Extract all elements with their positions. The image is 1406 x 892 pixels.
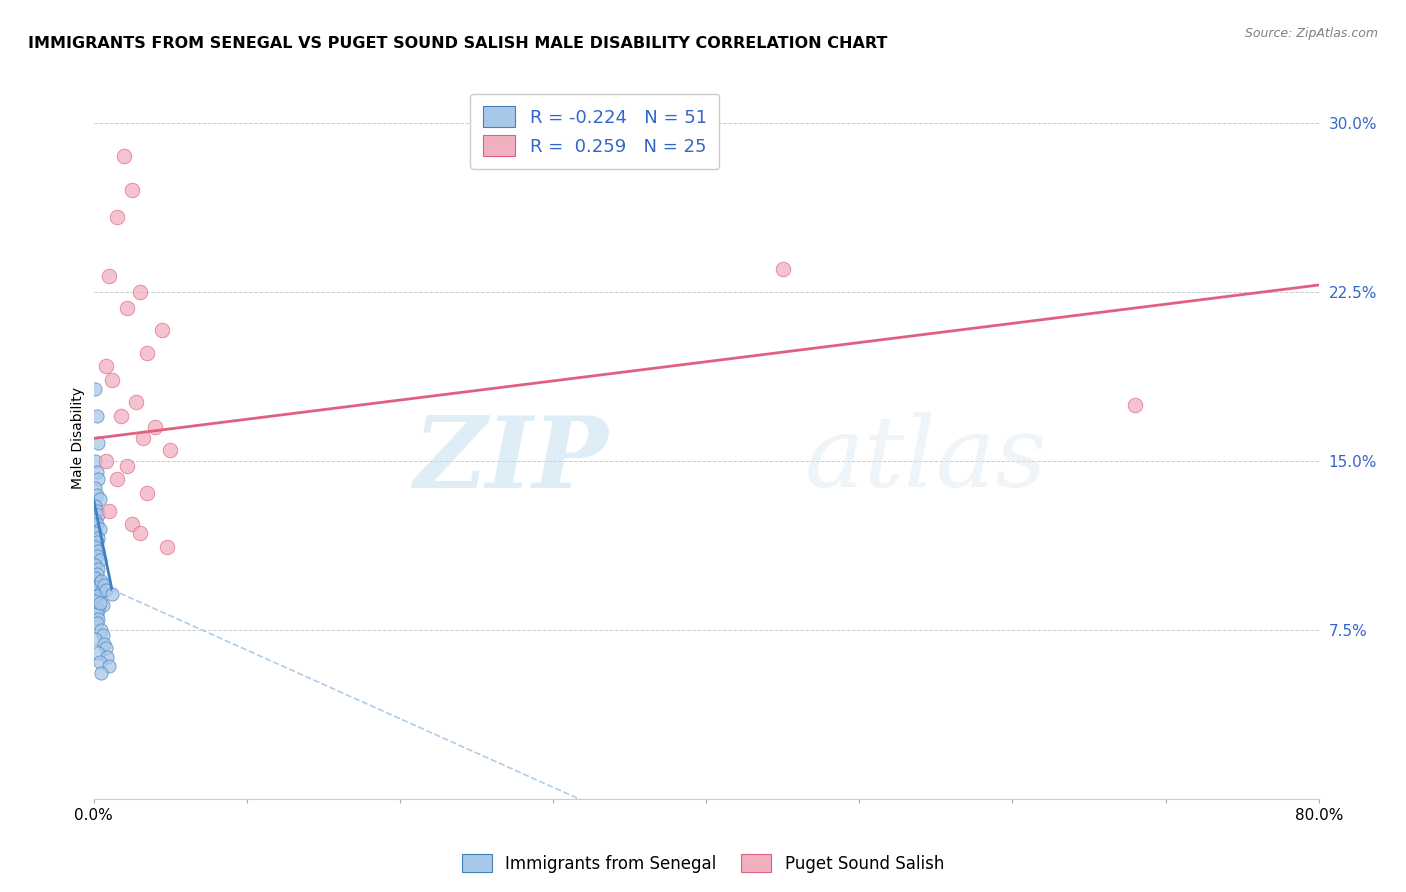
- Point: [86, 616, 108, 631]
- Point: [84, 526, 107, 541]
- Point: [87, 508, 110, 523]
- Point: [121, 517, 143, 532]
- Point: [87, 603, 110, 617]
- Point: [84, 594, 107, 608]
- Point: [89, 553, 111, 567]
- Point: [87, 562, 110, 576]
- Point: [86, 517, 108, 532]
- Point: [94, 454, 117, 468]
- Point: [86, 535, 108, 549]
- Point: [1123, 398, 1146, 412]
- Point: [87, 531, 110, 545]
- Point: [156, 540, 179, 554]
- Point: [128, 285, 150, 299]
- Point: [89, 575, 111, 590]
- Point: [86, 488, 108, 502]
- Point: [87, 646, 110, 660]
- Point: [110, 409, 132, 423]
- Point: [97, 659, 120, 673]
- Point: [136, 345, 159, 359]
- Legend: R = -0.224   N = 51, R =  0.259   N = 25: R = -0.224 N = 51, R = 0.259 N = 25: [470, 94, 720, 169]
- Point: [91, 599, 114, 613]
- Text: Source: ZipAtlas.com: Source: ZipAtlas.com: [1244, 27, 1378, 40]
- Point: [87, 612, 110, 626]
- Point: [89, 655, 111, 669]
- Point: [87, 472, 110, 486]
- Point: [131, 432, 153, 446]
- Point: [101, 587, 124, 601]
- Point: [90, 666, 112, 681]
- Legend: Immigrants from Senegal, Puget Sound Salish: Immigrants from Senegal, Puget Sound Sal…: [456, 847, 950, 880]
- Point: [112, 149, 135, 163]
- Point: [128, 526, 150, 541]
- Point: [96, 650, 118, 665]
- Point: [91, 628, 114, 642]
- Point: [84, 558, 107, 572]
- Point: [86, 409, 108, 423]
- Point: [105, 472, 128, 486]
- Point: [84, 481, 107, 495]
- Point: [87, 436, 110, 450]
- Point: [121, 183, 143, 197]
- Point: [84, 454, 107, 468]
- Point: [84, 382, 107, 396]
- Point: [90, 585, 112, 599]
- Point: [84, 632, 107, 647]
- Point: [86, 566, 108, 581]
- Point: [87, 544, 110, 558]
- Point: [93, 637, 115, 651]
- Point: [143, 420, 166, 434]
- Point: [94, 359, 117, 374]
- Point: [772, 262, 794, 277]
- Point: [159, 442, 181, 457]
- Point: [84, 571, 107, 585]
- Point: [89, 522, 111, 536]
- Y-axis label: Male Disability: Male Disability: [72, 387, 86, 490]
- Point: [86, 503, 108, 517]
- Point: [86, 590, 108, 604]
- Point: [87, 580, 110, 594]
- Point: [101, 373, 124, 387]
- Point: [117, 458, 139, 473]
- Text: atlas: atlas: [804, 412, 1047, 508]
- Point: [89, 596, 111, 610]
- Point: [84, 499, 107, 513]
- Point: [86, 549, 108, 563]
- Point: [89, 492, 111, 507]
- Point: [90, 574, 112, 588]
- Point: [97, 268, 120, 283]
- Point: [86, 607, 108, 622]
- Text: IMMIGRANTS FROM SENEGAL VS PUGET SOUND SALISH MALE DISABILITY CORRELATION CHART: IMMIGRANTS FROM SENEGAL VS PUGET SOUND S…: [28, 36, 887, 51]
- Point: [84, 513, 107, 527]
- Point: [136, 485, 159, 500]
- Point: [94, 582, 117, 597]
- Point: [84, 540, 107, 554]
- Text: ZIP: ZIP: [413, 412, 609, 508]
- Point: [105, 211, 128, 225]
- Point: [90, 624, 112, 638]
- Point: [152, 323, 174, 337]
- Point: [97, 503, 120, 517]
- Point: [117, 301, 139, 315]
- Point: [86, 465, 108, 479]
- Point: [93, 578, 115, 592]
- Point: [94, 641, 117, 656]
- Point: [125, 395, 148, 409]
